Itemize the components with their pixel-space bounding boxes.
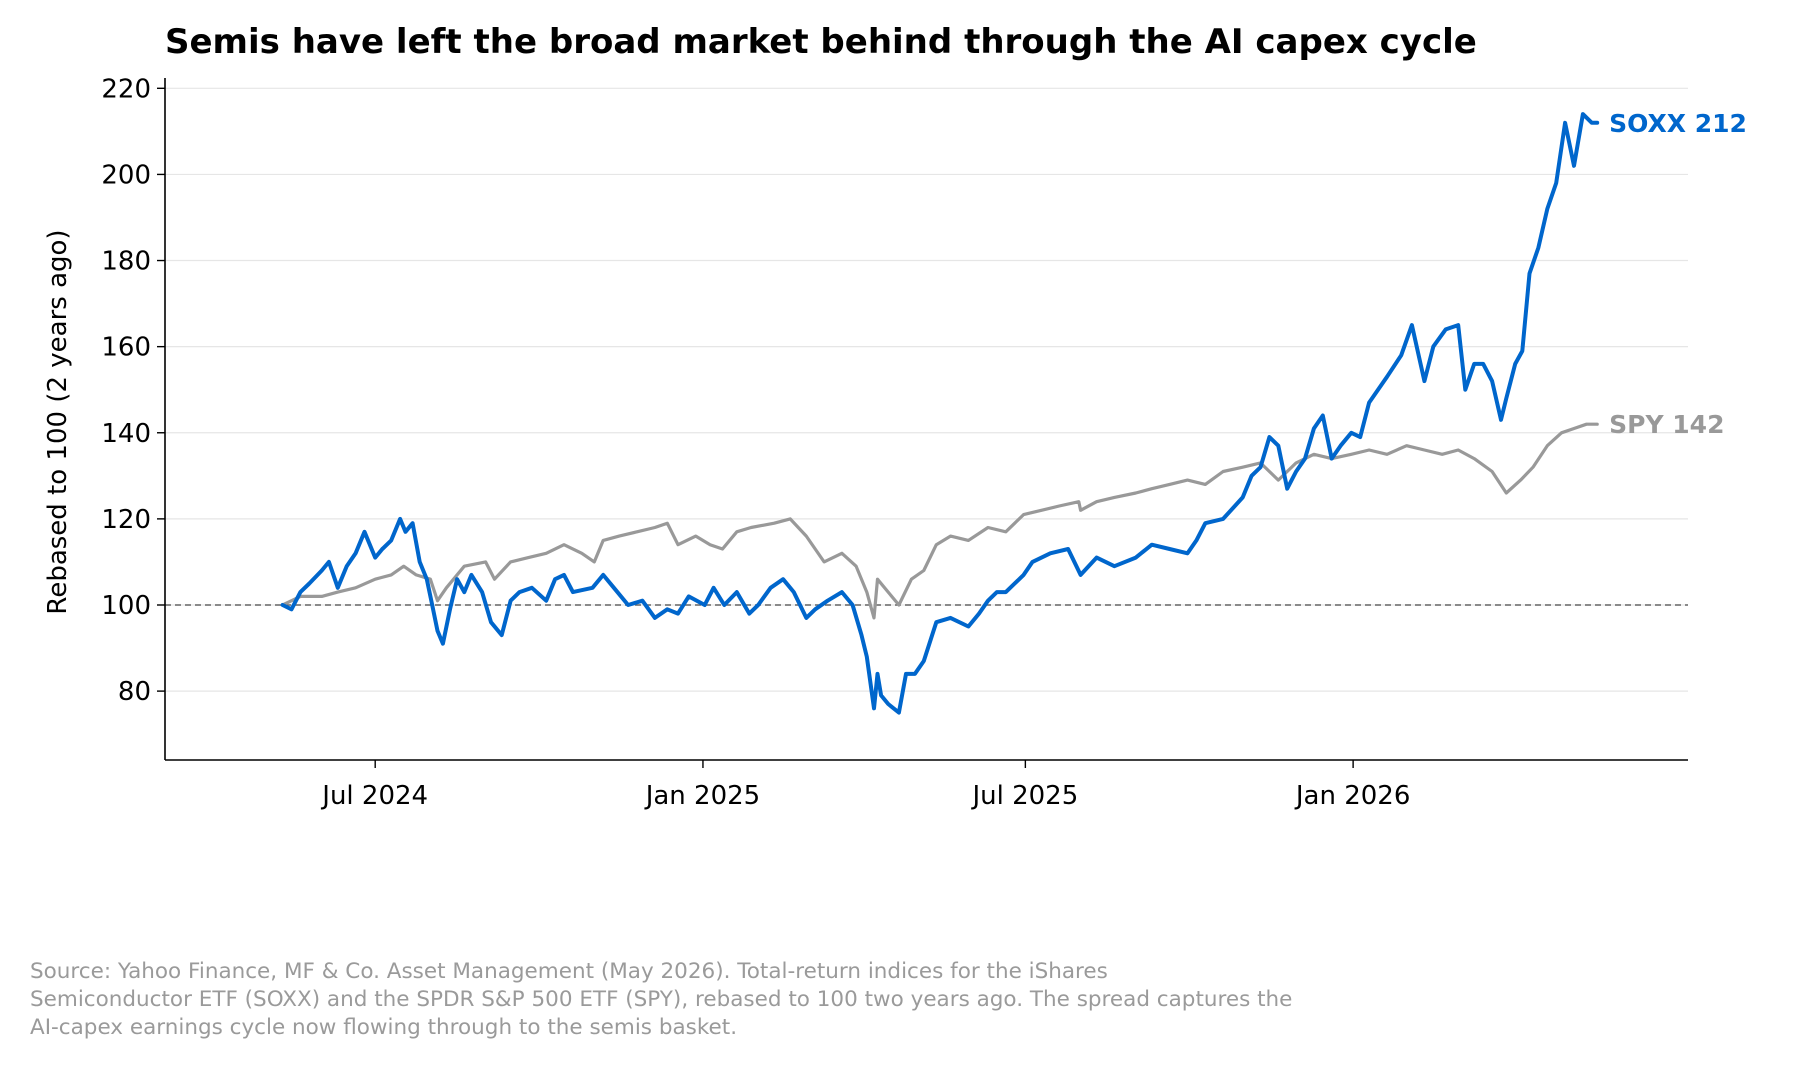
- axes: 80 100 120 140 160 180 200 220 Jul 2024 Jan 2025 J…: [43, 74, 1688, 811]
- y-tick-label: 200: [101, 160, 151, 190]
- x-tick-label: Jan 2025: [644, 781, 761, 811]
- labels: SPY 142 SOXX 212: [1609, 109, 1747, 439]
- footnote-line: Semiconductor ETF (SOXX) and the SPDR S&…: [30, 987, 1293, 1012]
- end-label-soxx: SOXX 212: [1609, 109, 1747, 138]
- y-axis-title: Rebased to 100 (2 years ago): [43, 229, 73, 614]
- source-footnote: Source: Yahoo Finance, MF & Co. Asset Ma…: [30, 958, 1530, 1042]
- y-tick-label: 160: [101, 333, 151, 363]
- series-layer: [280, 112, 1600, 715]
- y-tick-label: 100: [101, 591, 151, 621]
- y-tick-label: 80: [118, 677, 151, 707]
- y-tick-label: 120: [101, 505, 151, 535]
- gridlines: [165, 87, 1688, 692]
- chart-title: Semis have left the broad market behind …: [165, 22, 1477, 62]
- footnote-line: Source: Yahoo Finance, MF & Co. Asset Ma…: [30, 959, 1108, 984]
- x-tick-label: Jan 2026: [1294, 781, 1411, 811]
- x-tick-label: Jul 2025: [970, 781, 1078, 811]
- footnote-line: AI-capex earnings cycle now flowing thro…: [30, 1015, 738, 1040]
- y-tick-label: 220: [101, 74, 151, 104]
- y-tick-label: 180: [101, 247, 151, 277]
- end-label-spy: SPY 142: [1609, 410, 1724, 439]
- series-line-soxx: [280, 112, 1600, 715]
- series-line-spy: [281, 422, 1599, 620]
- y-tick-label: 140: [101, 419, 151, 449]
- x-tick-label: Jul 2024: [320, 781, 428, 811]
